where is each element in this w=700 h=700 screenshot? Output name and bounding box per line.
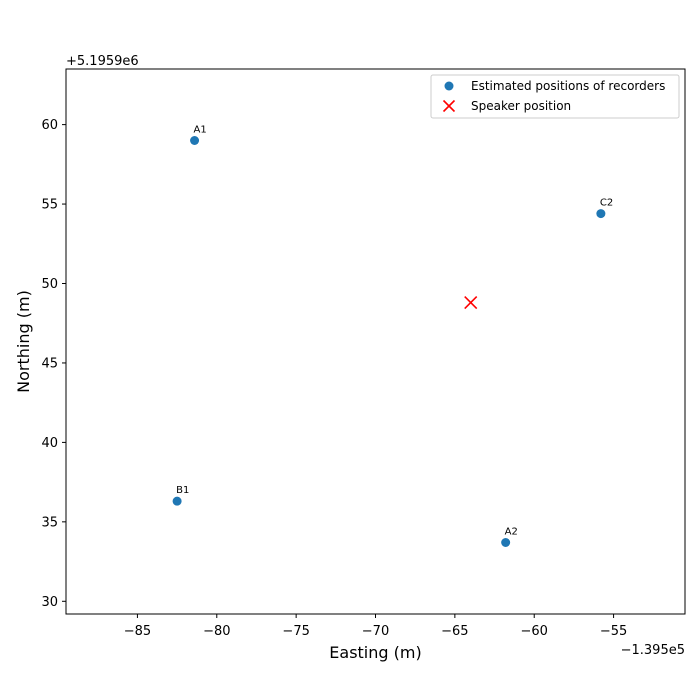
speaker-marker (464, 296, 478, 310)
y-tick-label: 45 (41, 356, 58, 371)
x-tick-label: −55 (600, 624, 627, 639)
plot-frame (65, 68, 686, 615)
y-tick-label: 40 (41, 436, 58, 451)
point-label: C2 (600, 198, 613, 209)
legend-frame (430, 74, 680, 119)
x-tick-label: −60 (520, 624, 547, 639)
x-tick-label: −65 (441, 624, 468, 639)
recorder-marker (172, 496, 182, 506)
point-label: A2 (505, 526, 518, 537)
legend: Estimated positions of recorders Speaker … (430, 74, 680, 119)
y-tick-label: 55 (41, 198, 58, 213)
y-tick-label: 35 (41, 515, 58, 530)
recorder-marker (190, 136, 200, 146)
speaker-marker (442, 99, 456, 113)
y-axis-label: Northing (m) (14, 290, 33, 393)
y-tick-label: 30 (41, 595, 58, 610)
legend-label: Estimated positions of recorders (471, 79, 665, 93)
x-tick-label: −70 (362, 624, 389, 639)
x-tick-label: −75 (282, 624, 309, 639)
legend-label: Speaker position (471, 99, 571, 113)
point-label: A1 (194, 125, 207, 136)
x-axis-ticks: −85 −80 −75 −70 −65 −60 −55 (124, 614, 627, 639)
recorder-marker (501, 537, 511, 547)
plot-area (66, 69, 685, 614)
x-tick-label: −85 (124, 624, 151, 639)
legend-entries: Estimated positions of recorders Speaker … (442, 79, 665, 113)
y-axis-ticks: 30 35 40 45 50 55 60 (41, 118, 66, 610)
y-tick-label: 60 (41, 118, 58, 133)
data-points: A1 C2 B1 A2 (172, 125, 613, 547)
y-tick-label: 50 (41, 277, 58, 292)
recorder-marker (444, 81, 454, 91)
x-tick-label: −80 (203, 624, 230, 639)
point-label: B1 (176, 485, 189, 496)
recorder-marker (596, 209, 606, 219)
y-offset-label: +5.1959e6 (66, 54, 139, 69)
x-offset-label: −1.395e5 (621, 643, 685, 658)
x-axis-label: Easting (m) (329, 643, 421, 662)
